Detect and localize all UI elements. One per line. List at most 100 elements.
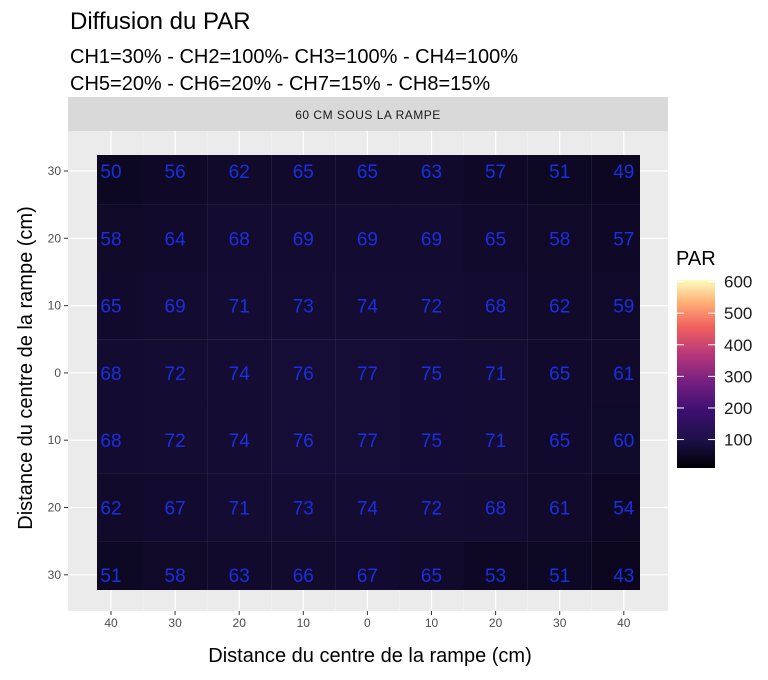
legend-title: PAR (676, 248, 716, 270)
legend-tick-label: 200 (724, 399, 752, 418)
heatmap-tile (399, 155, 464, 205)
heatmap-tile (463, 339, 528, 407)
heatmap-tile (591, 541, 640, 590)
cell-value-label: 65 (293, 162, 314, 183)
cell-value-label: 58 (549, 229, 570, 250)
cell-value-label: 65 (421, 566, 442, 587)
cell-value-label: 65 (357, 162, 378, 183)
cell-value-label: 53 (485, 566, 506, 587)
cell-value-label: 61 (613, 364, 634, 385)
heatmap-tile (207, 204, 272, 272)
legend-tick-label: 400 (724, 336, 752, 355)
heatmap-tile (143, 271, 208, 340)
heatmap-tile (335, 406, 400, 474)
cell-value-label: 65 (485, 229, 506, 250)
cell-value-label: 51 (100, 566, 121, 587)
cell-value-label: 71 (229, 499, 250, 520)
heatmap-tile (399, 339, 464, 407)
heatmap-tile (463, 271, 528, 340)
cell-value-label: 76 (293, 431, 314, 452)
cell-value-label: 57 (613, 229, 634, 250)
heatmap-tile (143, 541, 208, 590)
heatmap-tile (207, 339, 272, 407)
cell-value-label: 60 (613, 431, 634, 452)
heatmap-tile (335, 155, 400, 205)
cell-value-label: 69 (165, 297, 186, 318)
heatmap-tiles (97, 155, 640, 590)
heatmap-tile (463, 406, 528, 474)
heatmap-tile (207, 406, 272, 474)
chart-subtitle-line-2: CH5=20% - CH6=20% - CH7=15% - CH8=15% (70, 73, 490, 95)
chart-title: Diffusion du PAR (70, 8, 251, 35)
heatmap-tile (527, 406, 592, 474)
legend-tick-label: 300 (724, 367, 752, 386)
y-axis-label: Distance du centre de la rampe (cm) (15, 206, 37, 529)
y-tick-label: 30 (48, 164, 62, 178)
legend-colorbar (677, 280, 715, 468)
y-axis-ticks: 30 20 10 0 10 20 30 (48, 164, 68, 582)
heatmap-tile (591, 155, 640, 205)
heatmap-tile (97, 271, 144, 340)
heatmap-tile (591, 473, 640, 542)
cell-value-label: 68 (485, 499, 506, 520)
heatmap-tile (527, 204, 592, 272)
legend-tick-label: 500 (724, 304, 752, 323)
cell-value-label: 71 (229, 297, 250, 318)
heatmap-tile (463, 541, 528, 590)
cell-value-label: 73 (293, 297, 314, 318)
heatmap-tile (335, 473, 400, 542)
cell-value-label: 72 (421, 499, 442, 520)
heatmap-tile (271, 473, 336, 542)
x-tick-label: 20 (489, 616, 503, 630)
cell-value-label: 65 (549, 364, 570, 385)
cell-value-label: 62 (229, 162, 250, 183)
heatmap-tile (527, 473, 592, 542)
heatmap-tile (271, 204, 336, 272)
cell-value-label: 77 (357, 431, 378, 452)
cell-value-label: 73 (293, 499, 314, 520)
heatmap-tile (97, 204, 144, 272)
heatmap-tile (399, 271, 464, 340)
cell-value-label: 69 (357, 229, 378, 250)
cell-value-label: 75 (421, 364, 442, 385)
heatmap-tile (207, 271, 272, 340)
cell-value-label: 50 (100, 162, 121, 183)
chart-subtitle-line-1: CH1=30% - CH2=100%- CH3=100% - CH4=100% (70, 46, 518, 68)
y-tick-label: 20 (48, 501, 62, 515)
cell-value-label: 74 (229, 431, 251, 452)
cell-value-label: 68 (100, 364, 121, 385)
heatmap-tile (207, 155, 272, 205)
cell-value-label: 59 (613, 297, 634, 318)
heatmap-tile (143, 473, 208, 542)
cell-value-label: 43 (613, 566, 634, 587)
heatmap-tile (143, 155, 208, 205)
heatmap-tile (207, 541, 272, 590)
x-tick-label: 30 (168, 616, 182, 630)
cell-value-label: 67 (357, 566, 378, 587)
cell-value-label: 72 (165, 431, 186, 452)
heatmap-tile (399, 473, 464, 542)
cell-value-label: 58 (100, 229, 121, 250)
x-tick-label: 10 (297, 616, 311, 630)
heatmap-tile (591, 339, 640, 407)
cell-value-label: 69 (293, 229, 314, 250)
y-tick-label: 10 (48, 299, 62, 313)
heatmap-tile (527, 271, 592, 340)
cell-labels: 50 56 62 65 65 63 57 51 49 58 64 68 69 69 69 65 58 57 65 69… (100, 162, 634, 587)
heatmap-tile (271, 541, 336, 590)
cell-value-label: 68 (100, 431, 121, 452)
cell-value-label: 54 (613, 499, 635, 520)
heatmap-tile (271, 155, 336, 205)
heatmap-tile (335, 271, 400, 340)
heatmap-tile (399, 406, 464, 474)
cell-value-label: 68 (485, 297, 506, 318)
heatmap-tile (271, 406, 336, 474)
heatmap-tile (335, 541, 400, 590)
cell-value-label: 63 (421, 162, 442, 183)
heatmap-tile (463, 155, 528, 205)
heatmap-tile (591, 271, 640, 340)
cell-value-label: 51 (549, 162, 570, 183)
heatmap-tile (97, 155, 144, 205)
cell-value-label: 74 (229, 364, 251, 385)
x-tick-label: 30 (553, 616, 567, 630)
